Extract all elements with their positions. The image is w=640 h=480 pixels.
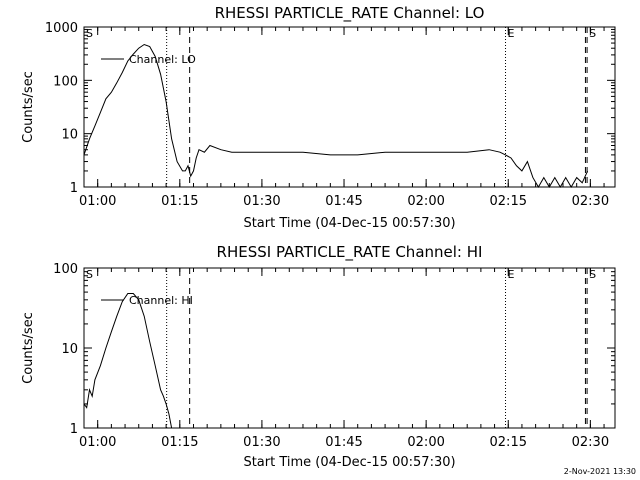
x-tick-label: 01:15 (161, 194, 198, 209)
y-tick-label: 1 (70, 422, 78, 437)
x-tick-label: 02:00 (407, 435, 444, 450)
event-marker-label: E (508, 27, 515, 40)
y-tick-label: 100 (53, 74, 78, 89)
y-tick-label: 10 (61, 128, 78, 143)
event-marker-label: E (508, 268, 515, 281)
y-axis-label: Counts/sec (21, 312, 36, 384)
event-marker-label: S (86, 268, 93, 281)
x-axis-label: Start Time (04-Dec-15 00:57:30) (243, 455, 455, 470)
y-tick-label: 10 (61, 342, 78, 357)
plot-frame (83, 26, 616, 188)
x-tick-label: 01:30 (243, 194, 280, 209)
x-tick-label: 02:15 (490, 194, 527, 209)
plot-frame (83, 267, 616, 429)
event-marker-label: S (86, 27, 93, 40)
x-tick-label: 01:00 (79, 194, 116, 209)
x-axis-label: Start Time (04-Dec-15 00:57:30) (243, 216, 455, 231)
x-tick-label: 01:45 (325, 194, 362, 209)
chart-title: RHESSI PARTICLE_RATE Channel: LO (215, 4, 485, 23)
legend-label: Channel: LO (129, 53, 196, 66)
y-tick-label: 1000 (45, 21, 78, 36)
event-marker-label: S (589, 268, 596, 281)
chart-title: RHESSI PARTICLE_RATE Channel: HI (217, 243, 483, 262)
legend-label: Channel: HI (129, 294, 193, 307)
series-line (83, 43, 589, 188)
y-tick-label: 100 (53, 262, 78, 277)
x-tick-label: 01:45 (325, 435, 362, 450)
footer-timestamp: 2-Nov-2021 13:30 (563, 467, 636, 476)
x-tick-label: 01:00 (79, 435, 116, 450)
x-tick-label: 02:15 (490, 435, 527, 450)
event-marker-label: S (589, 27, 596, 40)
x-tick-label: 02:30 (572, 194, 609, 209)
x-tick-label: 01:15 (161, 435, 198, 450)
x-tick-label: 02:00 (407, 194, 444, 209)
series-line (83, 293, 173, 429)
y-tick-label: 1 (70, 181, 78, 196)
x-tick-label: 01:30 (243, 435, 280, 450)
x-tick-label: 02:30 (572, 435, 609, 450)
y-axis-label: Counts/sec (21, 71, 36, 143)
